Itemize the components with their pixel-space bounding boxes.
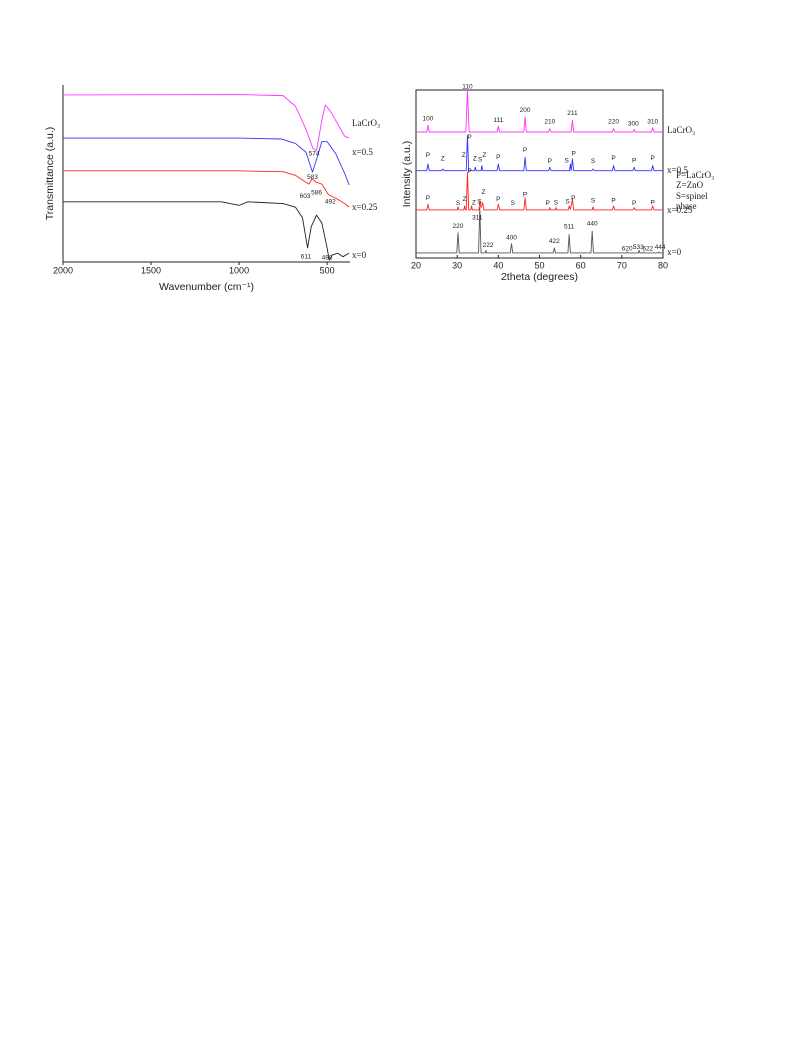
key-entry: phase — [676, 201, 697, 211]
peak-label: Z — [462, 152, 466, 159]
peak-label: Z — [473, 156, 477, 163]
peak-label: P — [426, 152, 430, 159]
peak-label: 310 — [647, 119, 658, 126]
x-axis-label: Wavenumber (cm⁻¹) — [159, 281, 254, 293]
peak-label: S — [591, 158, 596, 165]
peak-label: P — [611, 198, 615, 205]
x-tick-label: 30 — [452, 260, 462, 270]
data-line — [416, 171, 663, 211]
peak-label: S — [456, 200, 461, 207]
peak-label: S — [478, 156, 483, 163]
series-label: x=0.25 — [352, 202, 378, 212]
x-tick-label: 80 — [658, 260, 668, 270]
peak-label: P — [523, 147, 527, 154]
peak-label: 220 — [453, 223, 464, 230]
peak-label: P — [651, 155, 655, 162]
x-tick-label: 70 — [617, 260, 627, 270]
plot-frame — [415, 89, 664, 259]
data-line — [416, 134, 663, 172]
peak-label: 300 — [628, 120, 639, 127]
series-label: LaCrO₃ — [667, 125, 695, 135]
peak-label: 511 — [564, 224, 575, 231]
peak-label: S — [477, 198, 482, 205]
peak-label: S — [564, 157, 569, 164]
peak-label: 111 — [493, 117, 503, 124]
peak-label: Z — [482, 152, 486, 159]
peak-label: 400 — [506, 235, 517, 242]
peak-label: 220 — [608, 119, 619, 126]
peak-label: 620 — [622, 245, 633, 252]
peak-label: 622 — [642, 245, 653, 252]
series-label: x=0.25 — [667, 205, 693, 215]
peak-label: P — [571, 195, 575, 202]
peak-label: 200 — [520, 107, 531, 114]
peak-label: S — [554, 199, 559, 206]
peak-label: 533 — [633, 244, 644, 251]
series-label: x=0.5 — [667, 165, 688, 175]
peak-label: 444 — [655, 244, 666, 251]
x-tick-label: 1000 — [229, 265, 249, 275]
x-tick-label: 20 — [411, 260, 421, 270]
peak-label: 100 — [423, 115, 434, 122]
peak-label: P — [632, 200, 636, 207]
peak-label: P — [426, 195, 430, 202]
data-line — [416, 207, 663, 254]
peak-label: P — [523, 192, 527, 199]
data-line — [63, 137, 350, 186]
peak-label: P — [632, 157, 636, 164]
peak-label: P — [496, 154, 500, 161]
x-axis-label: 2theta (degrees) — [501, 271, 578, 283]
key-entry: P=LaCrO₃ — [676, 170, 714, 180]
data-line — [63, 170, 350, 208]
x-tick-label: 60 — [576, 260, 586, 270]
y-axis-label: Intensity (a.u.) — [401, 141, 413, 208]
peak-label: 583 — [307, 174, 318, 181]
series-label: LaCrO₃ — [352, 118, 380, 128]
x-tick-label: 40 — [493, 260, 503, 270]
peak-label: 210 — [544, 119, 555, 126]
peak-label: S — [511, 200, 516, 207]
peak-label: P — [571, 151, 575, 158]
x-tick-label: 50 — [534, 260, 544, 270]
peak-label: 488 — [322, 254, 333, 261]
peak-label: 492 — [325, 199, 336, 206]
series-label: x=0.5 — [352, 147, 373, 157]
peak-label: P — [467, 168, 471, 175]
peak-label: 574 — [309, 151, 320, 158]
peak-label: P — [546, 200, 550, 207]
data-line — [416, 89, 663, 133]
key-entry: Z=ZnO — [676, 180, 704, 190]
peak-label: Z — [441, 156, 445, 163]
x-tick-label: 1500 — [141, 265, 161, 275]
peak-label: Z — [482, 189, 486, 196]
peak-label: S — [591, 198, 596, 205]
data-line — [63, 201, 350, 261]
peak-label: 586 — [311, 190, 322, 197]
peak-label: S — [565, 198, 570, 205]
y-axis-label: Transmittance (a.u.) — [44, 127, 56, 221]
peak-label: P — [467, 134, 471, 141]
peak-label: P — [611, 155, 615, 162]
peak-label: Z — [472, 199, 476, 206]
peak-label: 603 — [300, 193, 311, 200]
peak-label: P — [651, 199, 655, 206]
peak-label: 422 — [549, 238, 560, 245]
x-tick-label: 2000 — [53, 265, 73, 275]
peak-label: P — [496, 196, 500, 203]
peak-label: 311 — [472, 214, 483, 221]
peak-label: 110 — [462, 83, 473, 90]
data-line — [62, 94, 350, 151]
x-tick-label: 500 — [320, 265, 335, 275]
peak-label: 222 — [483, 242, 494, 249]
peak-label: 211 — [567, 110, 578, 117]
peak-label: 611 — [301, 253, 312, 260]
peak-label: Z — [463, 196, 467, 203]
series-label: x=0 — [352, 250, 367, 260]
series-label: x=0 — [667, 247, 682, 257]
peak-label: 440 — [587, 220, 598, 227]
peak-label: P — [548, 158, 552, 165]
key-entry: S=spinel — [676, 191, 708, 201]
